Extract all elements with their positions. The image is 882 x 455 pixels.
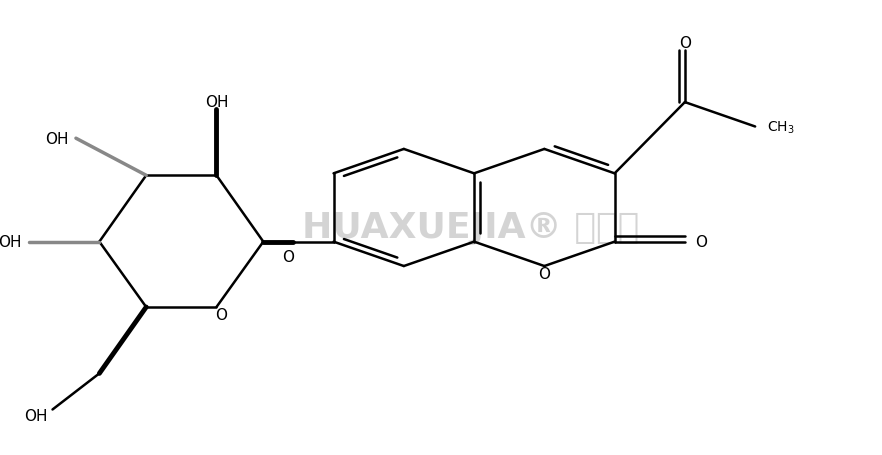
Text: O: O bbox=[215, 308, 228, 323]
Text: O: O bbox=[695, 235, 706, 250]
Text: CH$_3$: CH$_3$ bbox=[766, 119, 795, 136]
Text: O: O bbox=[679, 36, 691, 51]
Text: OH: OH bbox=[24, 408, 48, 423]
Text: O: O bbox=[538, 267, 550, 282]
Text: O: O bbox=[281, 250, 294, 265]
Text: OH: OH bbox=[205, 94, 228, 109]
Text: OH: OH bbox=[45, 131, 68, 147]
Text: OH: OH bbox=[0, 235, 21, 250]
Text: HUAXUEJIA® 化学加: HUAXUEJIA® 化学加 bbox=[302, 211, 639, 244]
